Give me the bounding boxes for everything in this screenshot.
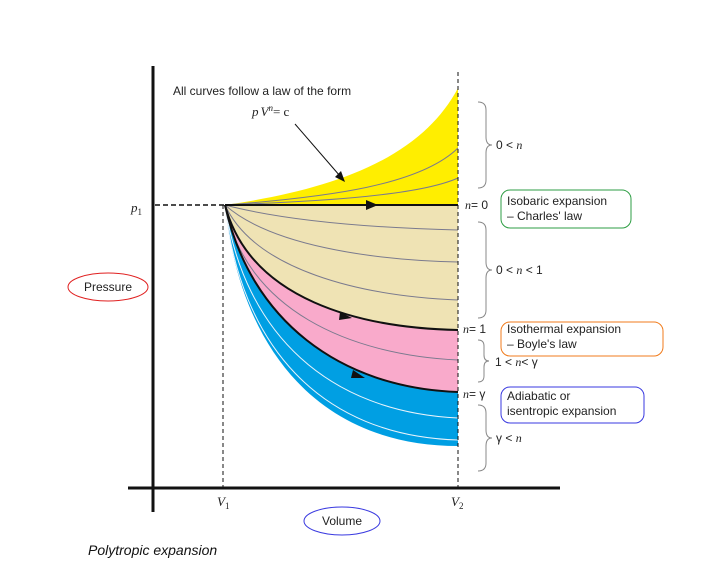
curve-thin-beige-3 [224,204,459,301]
p1-label: p1 [130,200,142,217]
isothermal-box-line1: Isothermal expansion [507,322,621,336]
ngamma-label: n= γ [463,387,485,401]
n0-label: n= 0 [465,198,488,212]
adiabatic-box-line2: isentropic expansion [507,404,616,418]
isobaric-box-line1: Isobaric expansion [507,194,607,208]
isothermal-arrowhead [339,312,352,320]
region-blue [225,205,458,446]
isothermal-box-line2: – Boyle's law [507,337,577,351]
n1-label: n= 1 [463,322,486,336]
pressure-ellipse [67,272,149,302]
thin-curves [224,147,459,361]
adiabatic-box-line1: Adiabatic or [507,389,570,403]
isobaric-arrowhead [366,200,378,210]
isobaric-box-line2: – Charles' law [507,209,582,223]
range-label-2: 0 < n < 1 [496,263,543,277]
curve-thin-beige-1 [224,204,459,231]
braces [477,101,493,472]
range-label-1: 0 < n [496,138,522,152]
brace-range-4 [477,404,493,472]
brace-range-2 [477,221,493,319]
region-pink [225,205,458,392]
isothermal-box [500,321,664,357]
range-label-3: 1 < n< γ [495,355,538,369]
v2-label: V2 [451,494,463,511]
figure-caption: Polytropic expansion [88,542,217,558]
v1-label: V1 [217,494,229,511]
volume-label: Volume [322,514,362,528]
brace-range-3 [477,339,490,383]
volume-ellipse [303,506,381,536]
law-pointer-line [294,123,341,177]
region-yellow [225,88,458,205]
curve-thin-yellow-2 [224,177,459,206]
curve-thin-blue-1 [224,204,459,419]
pressure-label: Pressure [84,280,132,294]
law-pointer-arrowhead [335,171,345,182]
curve-thin-blue-2 [224,204,459,441]
brace-range-1 [477,101,493,189]
thin-curves-blue [224,204,459,441]
isothermal-curve [224,204,459,331]
adiabatic-box [500,386,645,424]
law-formula: p Vn= c [251,103,290,119]
adiabatic-arrowhead [351,370,365,378]
range-label-4: γ < n [496,431,522,445]
curve-thin-beige-2 [224,204,459,263]
law-note-text: All curves follow a law of the form [173,84,351,98]
isobaric-box [500,189,632,229]
curve-thin-yellow-1 [224,147,459,206]
adiabatic-curve [224,204,459,393]
